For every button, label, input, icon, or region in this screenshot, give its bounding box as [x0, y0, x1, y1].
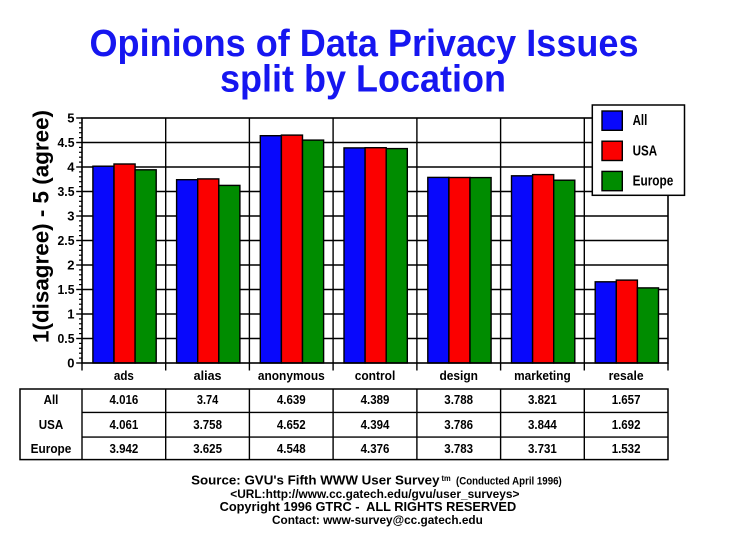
svg-text:USA: USA [39, 417, 64, 432]
svg-text:<URL:http://www.cc.gatech.edu/: <URL:http://www.cc.gatech.edu/gvu/user_s… [230, 487, 519, 501]
svg-text:3.5: 3.5 [58, 184, 75, 199]
svg-text:Source: GVU's Fifth WWW User S: Source: GVU's Fifth WWW User Survey [191, 472, 440, 487]
svg-text:3.758: 3.758 [193, 417, 222, 432]
svg-text:4.376: 4.376 [361, 441, 390, 456]
svg-text:1.532: 1.532 [612, 441, 641, 456]
svg-text:USA: USA [633, 143, 658, 159]
svg-text:tm: tm [442, 474, 451, 483]
svg-text:3.786: 3.786 [444, 417, 473, 432]
svg-text:1(disagree) - 5 (agree): 1(disagree) - 5 (agree) [29, 110, 54, 343]
svg-text:ads: ads [114, 368, 134, 383]
svg-text:3.74: 3.74 [197, 392, 219, 407]
svg-text:alias: alias [194, 368, 222, 383]
svg-text:4.652: 4.652 [277, 417, 306, 432]
svg-text:3.783: 3.783 [444, 441, 473, 456]
svg-text:4.016: 4.016 [110, 392, 139, 407]
svg-text:2: 2 [67, 258, 74, 273]
svg-text:4.548: 4.548 [277, 441, 306, 456]
svg-text:3.821: 3.821 [528, 392, 557, 407]
svg-text:3.625: 3.625 [193, 441, 222, 456]
svg-text:design: design [439, 368, 478, 383]
svg-text:3.731: 3.731 [528, 441, 557, 456]
svg-text:(Conducted April 1996): (Conducted April 1996) [456, 476, 562, 488]
svg-text:anonymous: anonymous [258, 368, 325, 383]
svg-text:3.844: 3.844 [528, 417, 557, 432]
svg-text:1.5: 1.5 [58, 282, 75, 297]
svg-text:3.788: 3.788 [444, 392, 473, 407]
svg-text:All: All [44, 392, 59, 407]
svg-text:Copyright 1996 GTRC - ALL RIG: Copyright 1996 GTRC - ALL RIGHTS RESERVE… [220, 499, 517, 514]
svg-text:split by Location: split by Location [220, 59, 506, 101]
svg-text:3.942: 3.942 [110, 441, 139, 456]
svg-text:4.389: 4.389 [361, 392, 390, 407]
svg-text:4.394: 4.394 [361, 417, 390, 432]
svg-text:Europe: Europe [633, 174, 674, 190]
svg-text:1.692: 1.692 [612, 417, 641, 432]
svg-text:5: 5 [67, 111, 74, 126]
svg-text:0.5: 0.5 [58, 331, 75, 346]
svg-text:4: 4 [67, 160, 75, 175]
svg-text:1.657: 1.657 [612, 392, 641, 407]
svg-text:marketing: marketing [514, 368, 571, 383]
svg-text:4.639: 4.639 [277, 392, 306, 407]
svg-text:1: 1 [67, 307, 74, 322]
svg-text:4.061: 4.061 [110, 417, 139, 432]
svg-text:Contact: www-survey@cc.gatech.: Contact: www-survey@cc.gatech.edu [272, 513, 483, 527]
svg-text:3: 3 [67, 209, 74, 224]
svg-text:4.5: 4.5 [58, 135, 75, 150]
svg-text:2.5: 2.5 [58, 233, 75, 248]
svg-text:All: All [633, 113, 648, 129]
svg-text:Opinions of Data Privacy Issue: Opinions of Data Privacy Issues [90, 23, 639, 65]
svg-text:0: 0 [67, 356, 74, 371]
svg-text:control: control [355, 368, 396, 383]
svg-text:Europe: Europe [31, 441, 72, 456]
svg-text:resale: resale [609, 368, 644, 383]
